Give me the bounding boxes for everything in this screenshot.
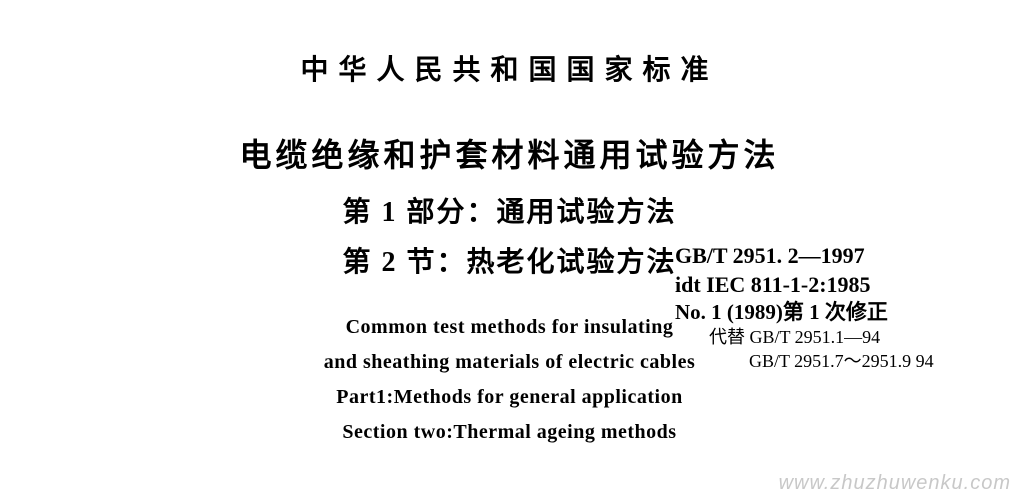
ref-amendment: No. 1 (1989)第 1 次修正 <box>675 299 995 326</box>
ref-gb: GB/T 2951. 2—1997 <box>675 242 995 271</box>
document-page: 中华人民共和国国家标准 电缆绝缘和护套材料通用试验方法 第 1 部分：通用试验方… <box>0 0 1019 501</box>
ref-supersede-1: 代替 GB/T 2951.1—94 <box>675 326 995 349</box>
ref-iec: idt IEC 811-1-2:1985 <box>675 271 995 300</box>
title-en-line3: Part1:Methods for general application <box>0 386 1019 409</box>
title-cn-main: 电缆绝缘和护套材料通用试验方法 <box>0 130 1019 176</box>
standard-reference-block: GB/T 2951. 2—1997 idt IEC 811-1-2:1985 N… <box>675 242 995 373</box>
title-en-line4: Section two:Thermal ageing methods <box>0 421 1019 444</box>
standard-org-heading: 中华人民共和国国家标准 <box>0 48 1019 88</box>
title-cn-part: 第 1 部分：通用试验方法 <box>0 190 1019 230</box>
watermark-text: www.zhuzhuwenku.com <box>779 472 1011 495</box>
ref-supersede-2: GB/T 2951.7～2951.9 94 <box>675 350 995 373</box>
